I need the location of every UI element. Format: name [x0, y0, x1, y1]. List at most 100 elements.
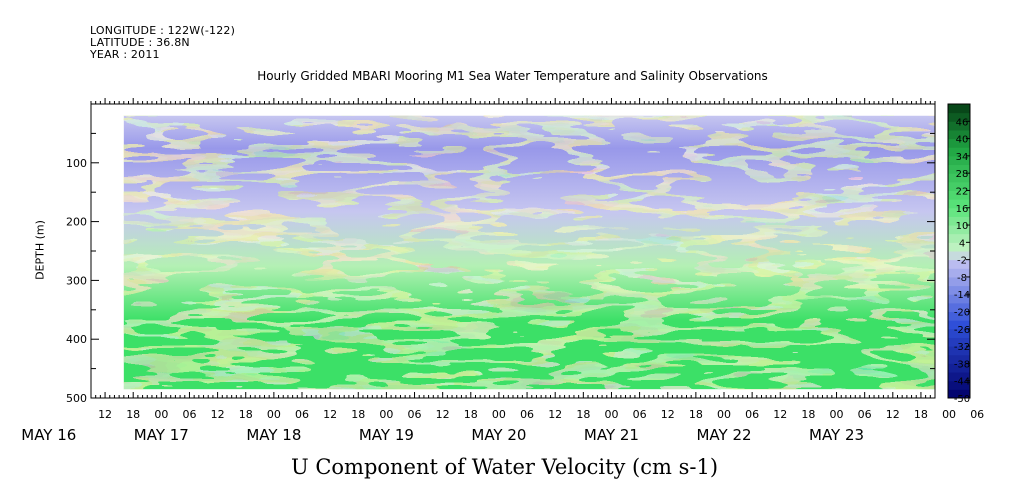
x-hour-label: 12 [773, 408, 787, 421]
colorbar-segment [948, 268, 970, 278]
colorbar-segment [948, 259, 970, 269]
x-day-label: MAY 21 [584, 426, 639, 444]
colorbar-segment [948, 251, 970, 261]
y-tick-label: 400 [66, 333, 87, 346]
heatmap-texture [123, 115, 935, 390]
x-hour-label: 18 [351, 408, 365, 421]
y-tick-label: 300 [66, 274, 87, 287]
year-label: YEAR : 2011 [90, 48, 160, 61]
colorbar-segment [948, 225, 970, 235]
colorbar-segment [948, 328, 970, 338]
colorbar-segment [948, 104, 970, 114]
colorbar-label: -2 [957, 256, 967, 267]
colorbar-label: -32 [954, 342, 970, 353]
colorbar-segment [948, 207, 970, 217]
colorbar-label: -50 [954, 394, 970, 405]
y-tick-label: 500 [66, 392, 87, 405]
latitude-label: LATITUDE : 36.8N [90, 36, 190, 49]
colorbar-label: 10 [956, 221, 969, 232]
colorbar-label: 16 [956, 204, 969, 215]
x-hour-label: 06 [858, 408, 872, 421]
colorbar-segment [948, 363, 970, 373]
colorbar-label: 46 [956, 117, 969, 128]
colorbar-segment [948, 181, 970, 191]
colorbar-label: 4 [959, 238, 965, 249]
colorbar-segment [948, 302, 970, 313]
x-hour-label: 00 [492, 408, 506, 421]
x-hour-label: 12 [436, 408, 450, 421]
x-hour-label: 06 [745, 408, 759, 421]
x-hour-label: 18 [801, 408, 815, 421]
colorbar-segment [948, 380, 970, 390]
colorbar-segment [948, 112, 970, 122]
colorbar-segment [948, 216, 970, 226]
colorbar-label: -20 [954, 308, 970, 319]
x-day-label: MAY 23 [809, 426, 864, 444]
x-hour-label: 18 [914, 408, 928, 421]
x-hour-label: 12 [98, 408, 112, 421]
colorbar-segment [948, 311, 970, 321]
x-axis: 12 18 00 06 12 18 00 06 12 18 00 06 12 18 00 06 12 18 00 06… [21, 98, 984, 444]
x-hour-label: 00 [942, 408, 956, 421]
colorbar: 46 40 34 28 22 16 10 4 -2 -8 -14 -20 -26 -32 -38 -44 -50 [947, 103, 971, 405]
heatmap-field [123, 115, 935, 390]
colorbar-segment [948, 173, 970, 183]
variable-title: U Component of Water Velocity (cm s-1) [290, 455, 719, 479]
x-hour-label: 00 [379, 408, 393, 421]
colorbar-segment [948, 354, 970, 364]
colorbar-segment [948, 346, 970, 356]
colorbar-segment [948, 389, 970, 399]
x-day-label: MAY 17 [134, 426, 189, 444]
x-day-label: MAY 19 [359, 426, 414, 444]
x-hour-label: 06 [182, 408, 196, 421]
colorbar-segment [948, 199, 970, 209]
y-axis: 100 200 300 400 500 [66, 103, 935, 405]
x-hour-label: 12 [886, 408, 900, 421]
colorbar-segment [948, 129, 970, 140]
x-hour-label: 06 [633, 408, 647, 421]
x-hour-label: 18 [576, 408, 590, 421]
x-hour-label: 06 [520, 408, 534, 421]
colorbar-segment [948, 233, 970, 243]
colorbar-segment [948, 190, 970, 200]
colorbar-border [947, 103, 971, 399]
chart-title: Hourly Gridded MBARI Mooring M1 Sea Wate… [257, 69, 768, 83]
colorbar-segment [948, 372, 970, 382]
colorbar-segment [948, 155, 970, 166]
colorbar-segment [948, 276, 970, 287]
colorbar-label: -44 [954, 377, 970, 388]
colorbar-label: -26 [954, 325, 970, 336]
y-tick-label: 100 [66, 157, 87, 170]
x-hour-label: 00 [830, 408, 844, 421]
x-hour-label: 12 [323, 408, 337, 421]
colorbar-segment [948, 164, 970, 174]
colorbar-label: -8 [957, 273, 967, 284]
x-hour-label: 06 [970, 408, 984, 421]
longitude-label: LONGITUDE : 122W(-122) [90, 24, 236, 37]
colorbar-label: 28 [956, 169, 969, 180]
colorbar-segment [948, 337, 970, 347]
x-hour-label: 12 [661, 408, 675, 421]
colorbar-segment [948, 242, 970, 252]
x-hour-label: 00 [154, 408, 168, 421]
colorbar-label: 40 [956, 135, 969, 146]
colorbar-segment [948, 138, 970, 148]
colorbar-segment [948, 285, 970, 295]
colorbar-label: -14 [954, 290, 970, 301]
x-day-label: MAY 18 [246, 426, 301, 444]
colorbar-segment [948, 147, 970, 157]
x-hour-label: 18 [126, 408, 140, 421]
x-hour-label: 06 [408, 408, 422, 421]
colorbar-segment [948, 320, 970, 330]
x-hour-label: 18 [689, 408, 703, 421]
colorbar-label: -38 [954, 359, 970, 370]
colorbar-label: 34 [956, 152, 969, 163]
x-day-label: MAY 16 [21, 426, 76, 444]
x-day-label: MAY 20 [471, 426, 526, 444]
x-hour-label: 06 [295, 408, 309, 421]
x-hour-label: 12 [211, 408, 225, 421]
colorbar-segment [948, 121, 970, 131]
y-tick-label: 200 [66, 216, 87, 229]
x-hour-label: 18 [464, 408, 478, 421]
